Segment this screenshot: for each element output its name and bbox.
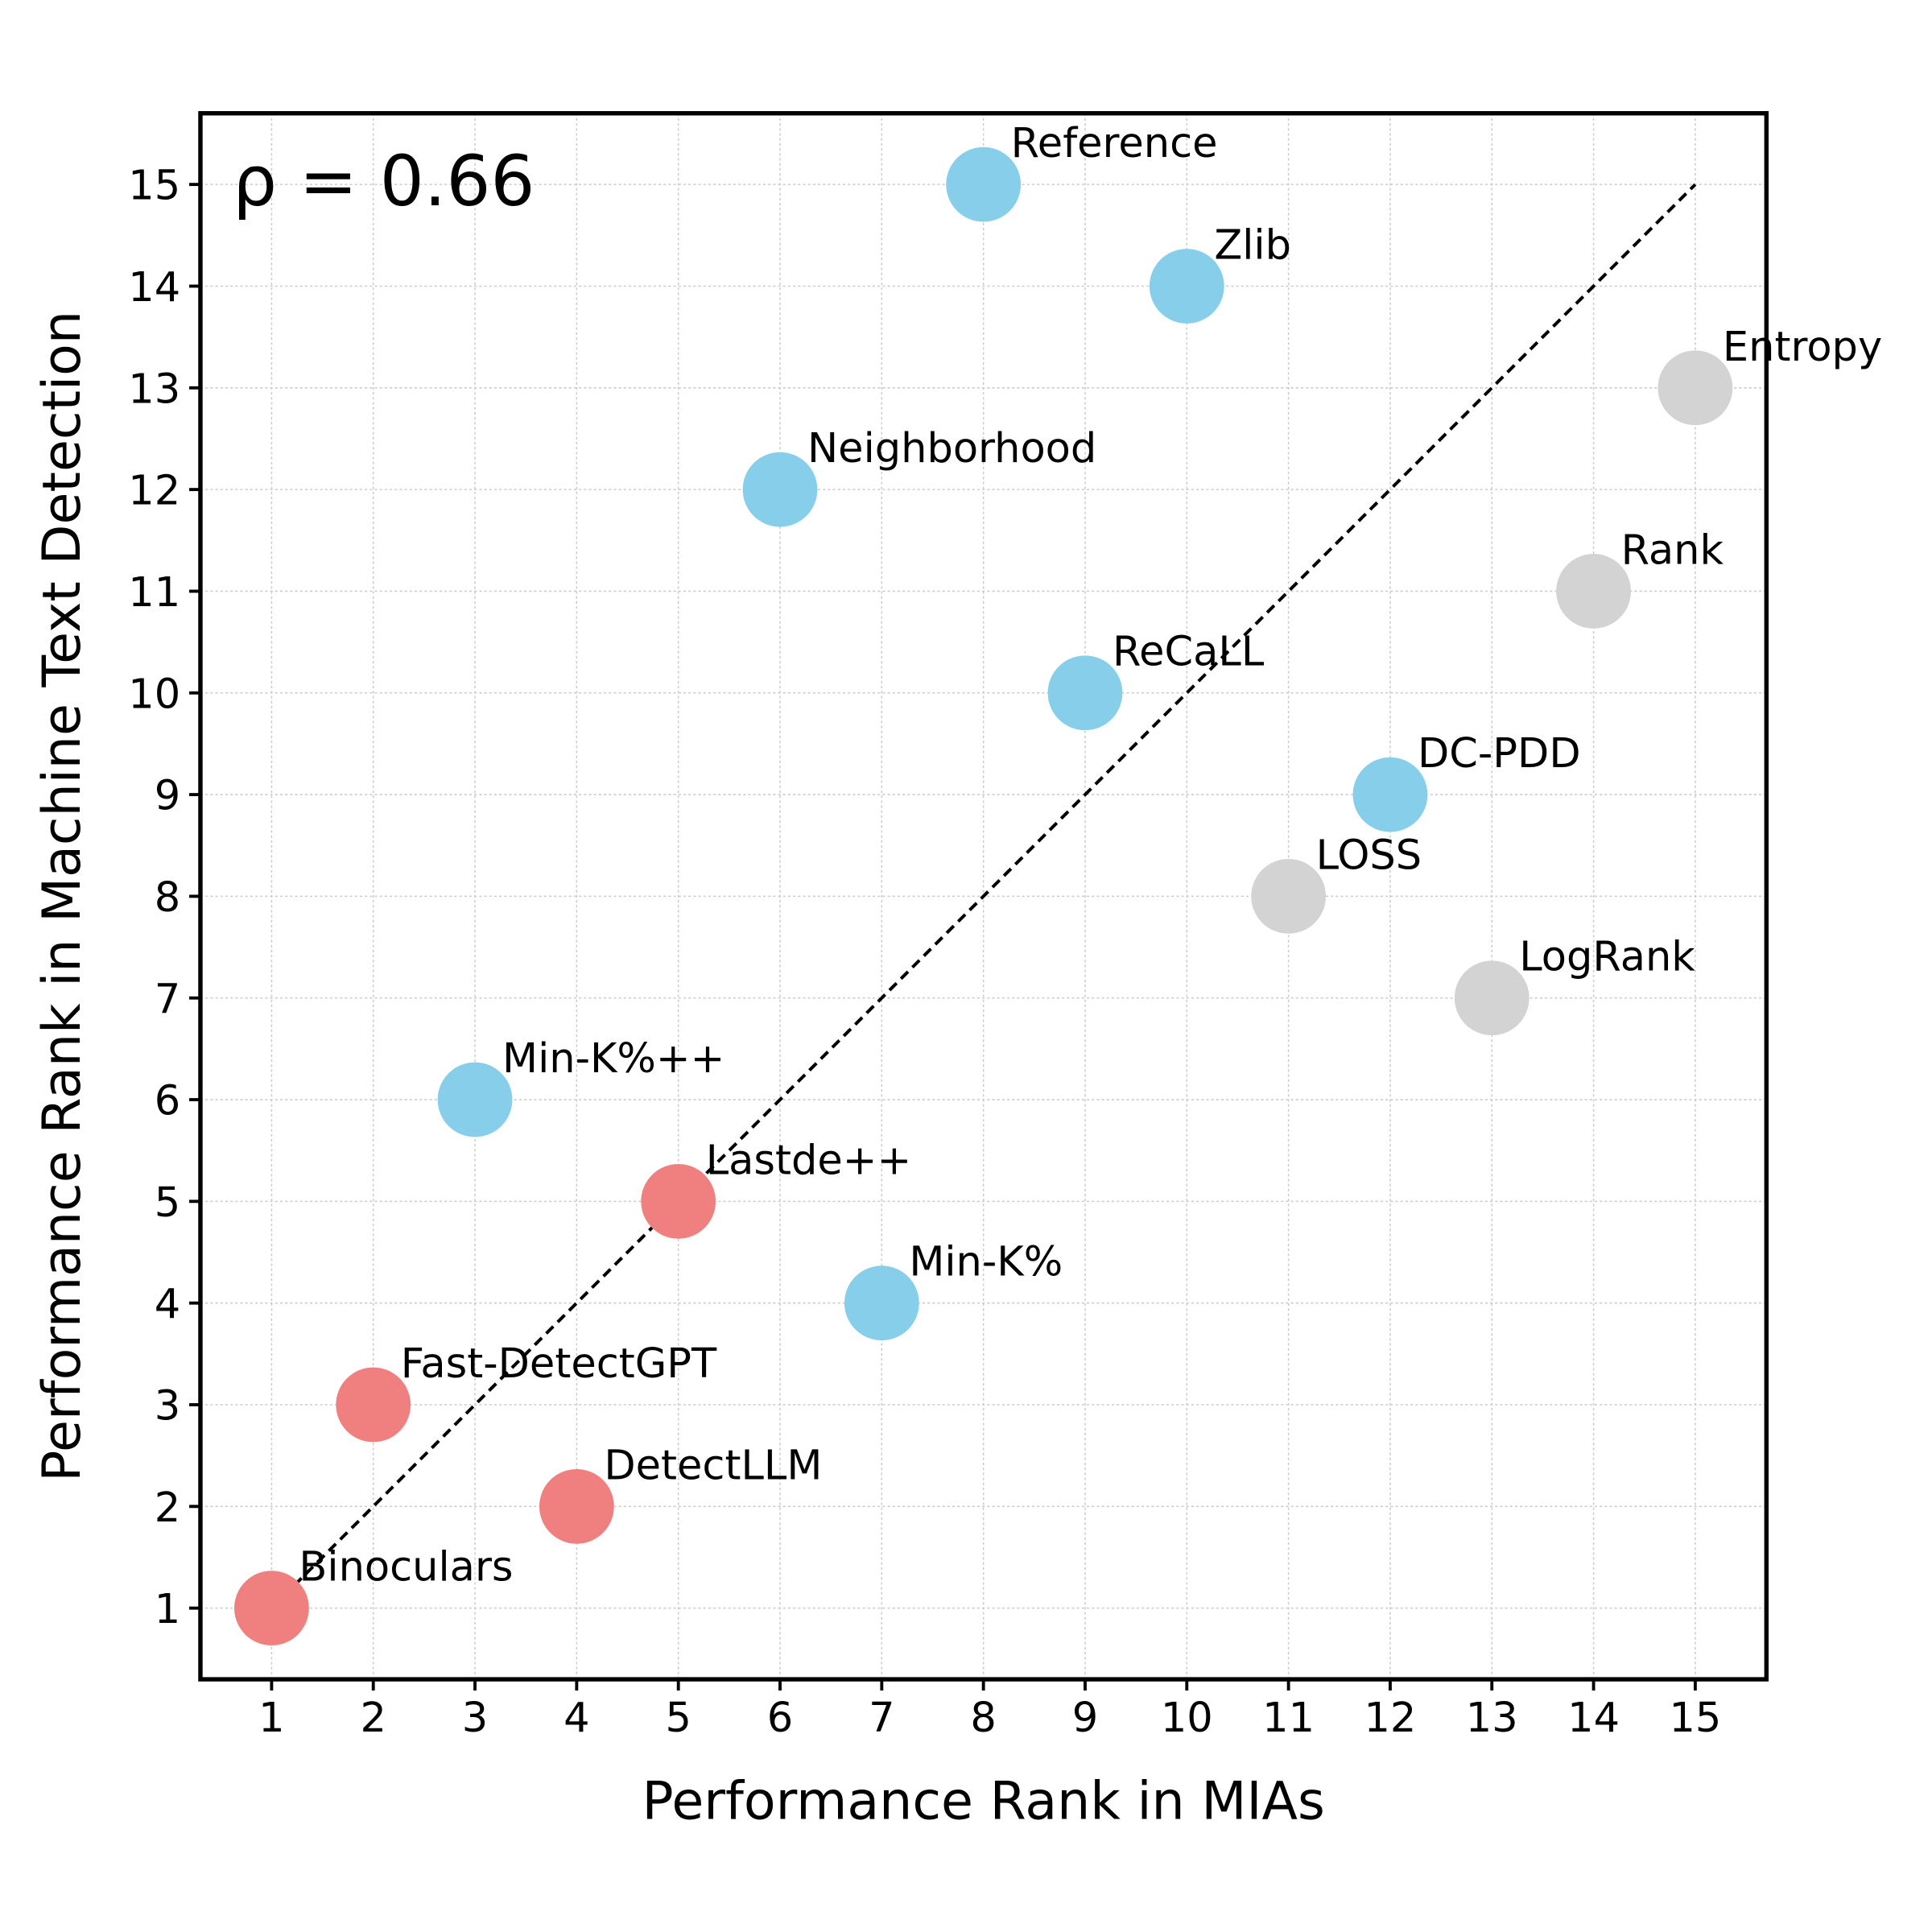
data-point (539, 1468, 614, 1544)
y-tick-label: 6 (155, 1078, 180, 1125)
x-tick-label: 13 (1466, 1695, 1518, 1742)
data-point (336, 1367, 411, 1443)
y-tick-label: 14 (128, 264, 180, 312)
data-point-label: Entropy (1723, 324, 1882, 371)
data-point (742, 452, 818, 527)
x-tick-label: 4 (564, 1695, 589, 1742)
x-tick-label: 14 (1567, 1695, 1620, 1742)
x-tick-label: 7 (869, 1695, 894, 1742)
y-tick-label: 9 (155, 773, 180, 820)
y-tick-label: 15 (128, 163, 180, 210)
x-tick-label: 10 (1161, 1695, 1213, 1742)
y-axis-label: Performance Rank in Machine Text Detecti… (32, 311, 93, 1482)
y-tick-label: 5 (155, 1179, 180, 1227)
y-tick-label: 3 (155, 1383, 180, 1430)
y-tick-label: 1 (155, 1586, 180, 1633)
x-tick-label: 15 (1669, 1695, 1721, 1742)
data-point (1047, 655, 1123, 731)
x-tick-label: 6 (767, 1695, 793, 1742)
x-tick-label: 11 (1262, 1695, 1315, 1742)
data-point (437, 1062, 513, 1137)
y-tick-label: 8 (155, 874, 180, 922)
data-point (1251, 859, 1327, 934)
data-point (1454, 960, 1530, 1036)
data-point-label: Binoculars (299, 1544, 513, 1591)
y-tick-label: 4 (155, 1281, 180, 1328)
data-point (234, 1571, 309, 1646)
data-point-label: Min-K% (909, 1239, 1063, 1286)
data-point (1149, 249, 1224, 324)
x-tick-label: 2 (360, 1695, 386, 1742)
x-tick-label: 3 (462, 1695, 488, 1742)
data-point-label: Min-K%++ (502, 1035, 724, 1083)
y-tick-label: 13 (128, 365, 180, 413)
y-tick-label: 7 (155, 976, 180, 1023)
data-point-label: LogRank (1519, 934, 1695, 981)
data-point-label: Fast-DetectGPT (401, 1340, 717, 1388)
x-tick-label: 9 (1072, 1695, 1098, 1742)
diagonal-reference-line (270, 183, 1697, 1610)
x-tick-label: 12 (1364, 1695, 1416, 1742)
data-point (946, 147, 1022, 222)
data-point-label: DC-PDD (1418, 730, 1581, 778)
y-tick-label: 11 (128, 569, 180, 617)
data-point (1352, 757, 1428, 832)
data-point-label: Lastde++ (706, 1137, 912, 1184)
data-point (1556, 554, 1631, 629)
data-point-label: Neighborhood (807, 425, 1096, 473)
data-point (844, 1265, 919, 1341)
x-ticks: 1 2 3 4 5 6 7 8 9 10 11 12 13 14 15 (258, 1679, 1721, 1742)
point-labels: Reference Zlib Entropy Neighborhood Rank ReCa… (299, 120, 1882, 1591)
data-point-label: LOSS (1316, 832, 1422, 879)
x-tick-label: 1 (258, 1695, 284, 1742)
data-point-label: DetectLLM (604, 1442, 822, 1489)
data-point-label: Rank (1621, 526, 1724, 574)
grid (200, 113, 1767, 1680)
y-tick-label: 2 (155, 1484, 180, 1532)
data-point-label: Zlib (1214, 221, 1291, 269)
y-tick-label: 12 (128, 468, 180, 515)
x-tick-label: 8 (970, 1695, 996, 1742)
data-point-label: Reference (1011, 120, 1218, 167)
data-point (641, 1163, 716, 1239)
data-point (1657, 350, 1733, 426)
data-point-label: ReCaLL (1113, 629, 1265, 676)
correlation-annotation: ρ = 0.66 (233, 142, 535, 222)
data-points (234, 147, 1733, 1646)
x-tick-label: 5 (665, 1695, 691, 1742)
x-axis-label: Performance Rank in MIAs (642, 1771, 1324, 1831)
y-tick-label: 10 (128, 671, 180, 718)
